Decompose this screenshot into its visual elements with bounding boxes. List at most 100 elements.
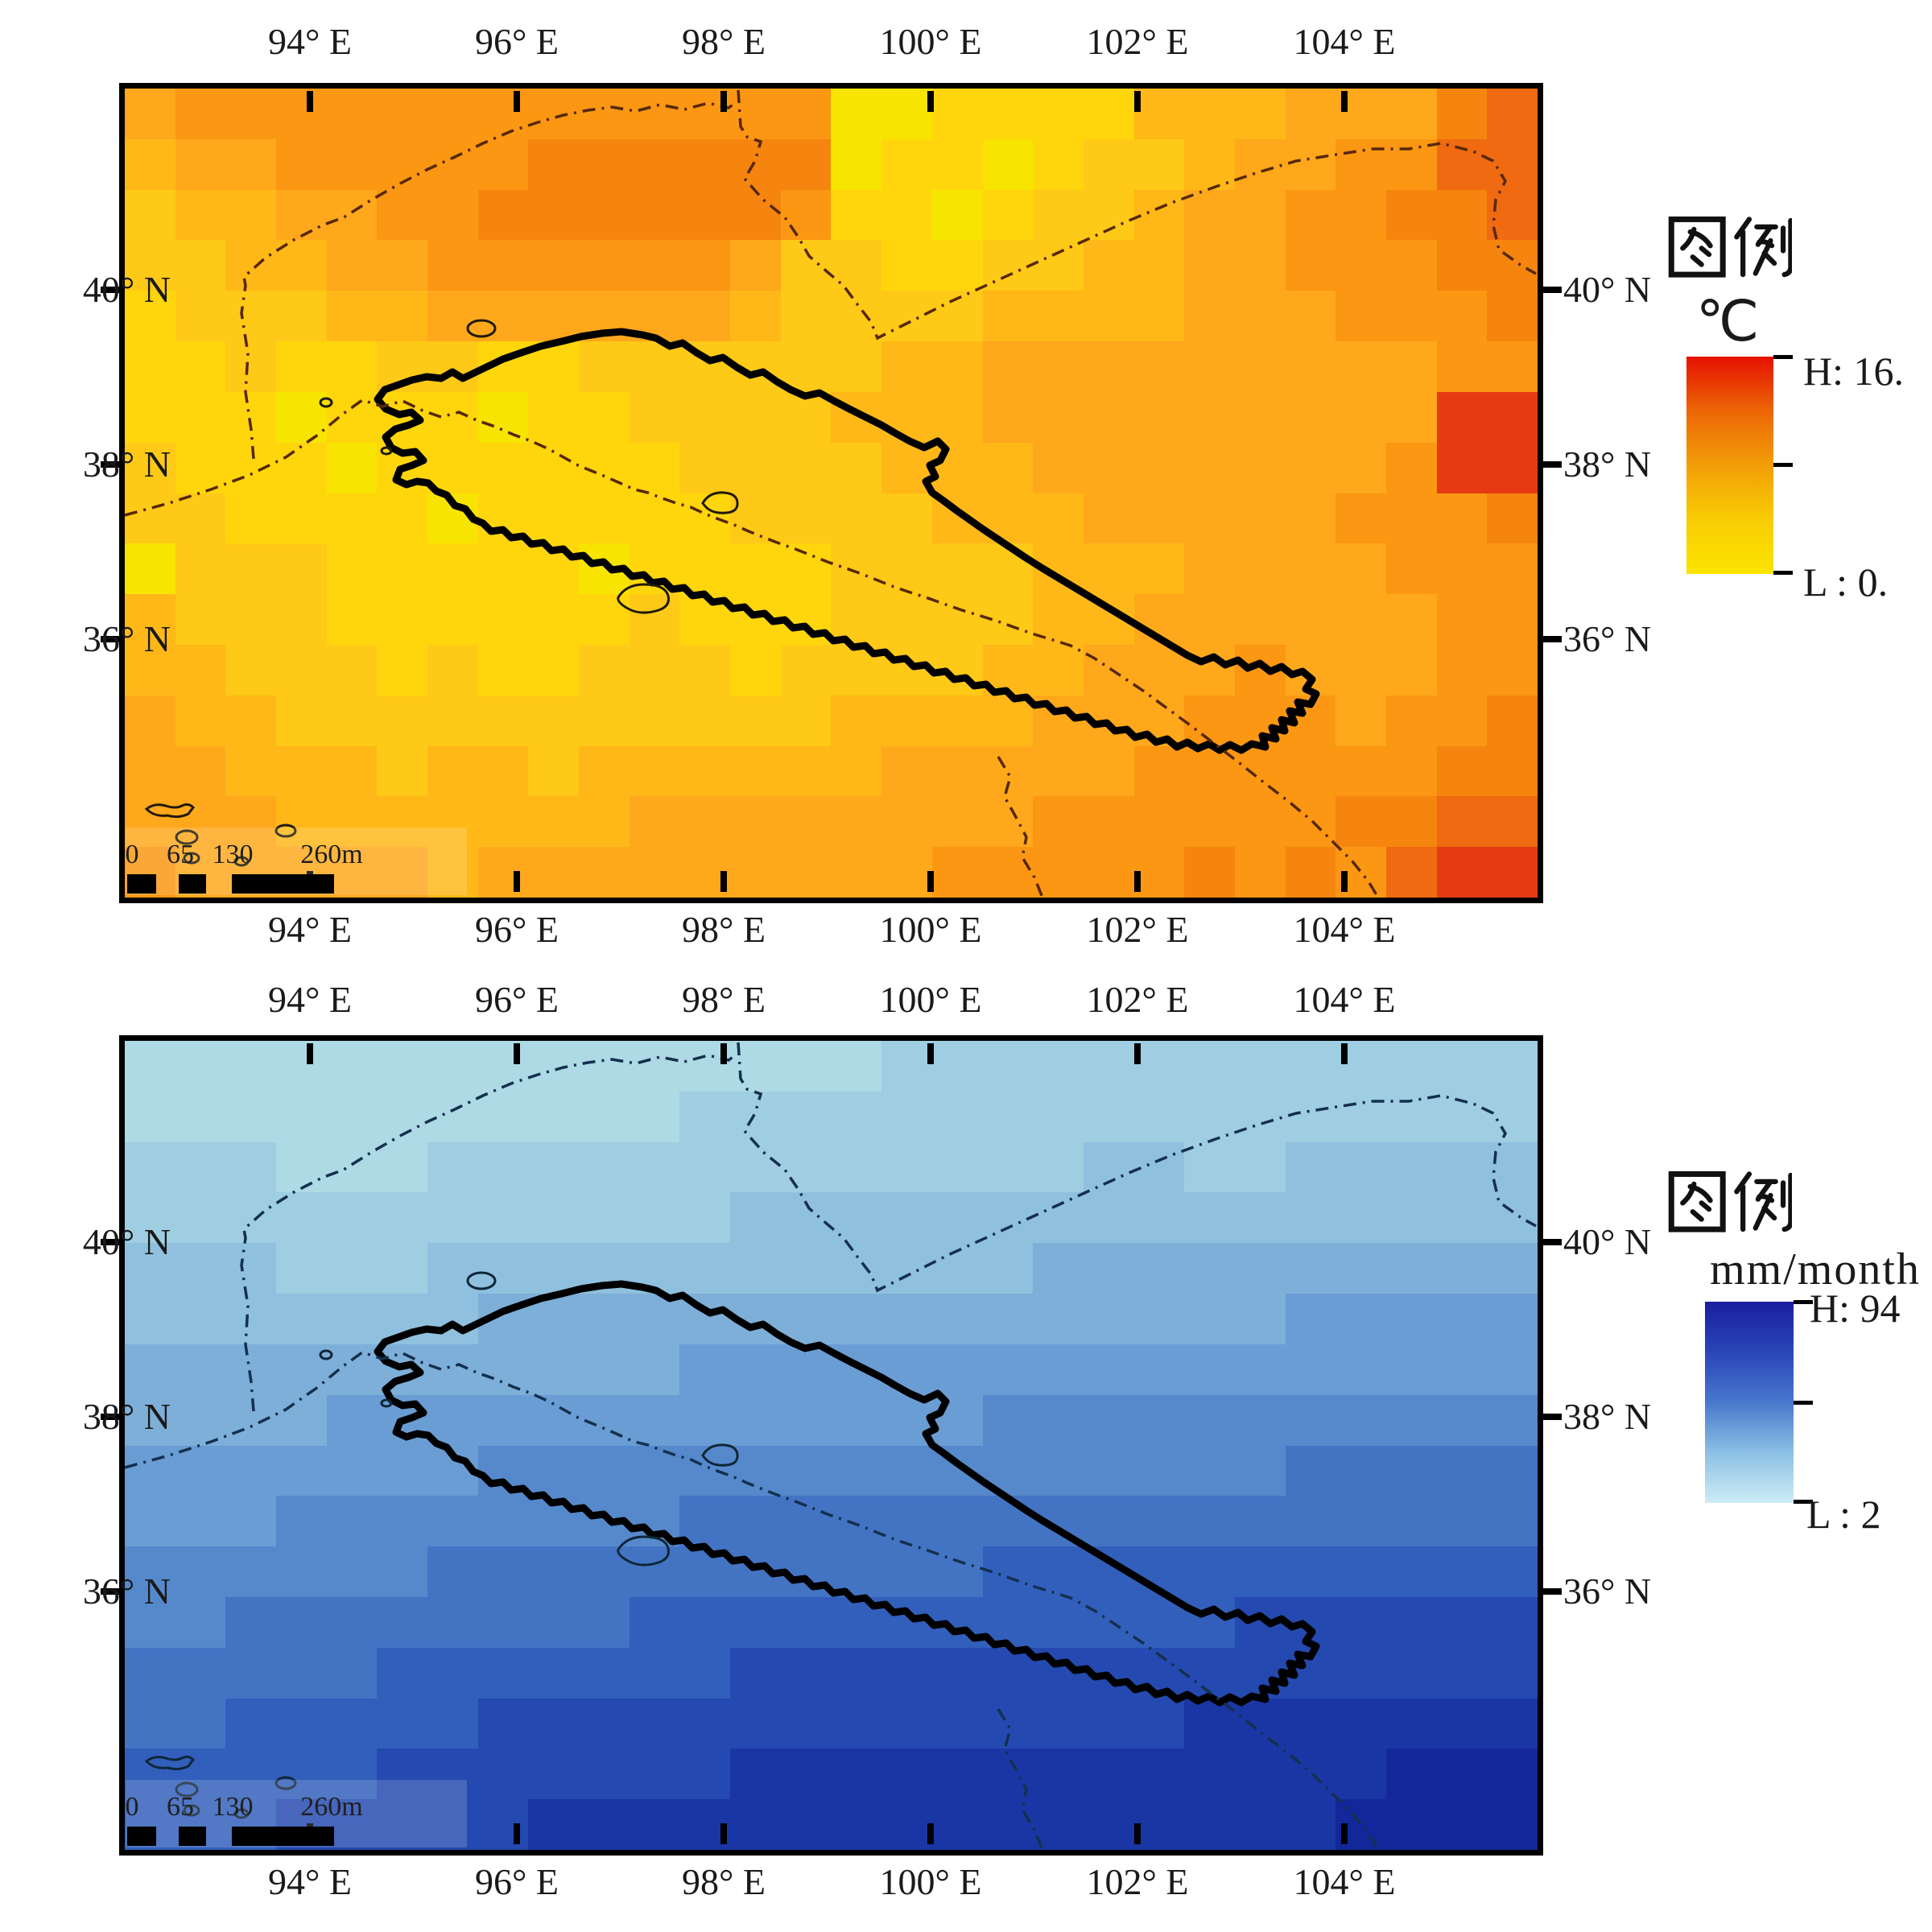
raster-cell — [175, 1394, 226, 1446]
legend-title-precipitation — [1666, 1162, 1794, 1244]
raster-cell — [477, 1294, 529, 1344]
raster-cell — [276, 189, 327, 241]
raster-cell — [579, 1091, 630, 1142]
raster-cell — [831, 543, 882, 595]
raster-cell — [579, 1799, 630, 1850]
raster-cell — [629, 1546, 680, 1597]
raster-cell — [730, 1799, 781, 1850]
lon-label-top-5: 104° E — [1293, 21, 1396, 62]
raster-cell — [528, 1596, 580, 1648]
raster-cell — [427, 1799, 478, 1850]
raster-cell — [225, 493, 277, 544]
raster-cell — [427, 594, 478, 645]
raster-cell — [1184, 341, 1235, 392]
raster-cell — [780, 847, 832, 898]
lon-label-top-5: 104° E — [1293, 979, 1396, 1020]
raster-cell — [1385, 1496, 1437, 1547]
raster-cell — [276, 644, 327, 696]
raster-cell — [629, 1192, 680, 1244]
raster-cell — [377, 543, 428, 595]
raster-cell — [326, 1243, 378, 1294]
raster-cell — [1436, 1698, 1488, 1749]
raster-cell — [528, 240, 580, 291]
raster-cell — [528, 1041, 580, 1092]
raster-cell — [276, 745, 327, 797]
raster-cell — [1335, 391, 1386, 443]
raster-cell — [1436, 291, 1488, 342]
raster-cell — [629, 1041, 680, 1092]
raster-cell — [1335, 189, 1386, 241]
raster-cell — [1285, 847, 1336, 898]
raster-cell — [629, 745, 680, 797]
raster-cell — [982, 847, 1034, 898]
raster-cell — [477, 1243, 529, 1294]
raster-cell — [427, 1041, 478, 1092]
raster-cell — [982, 1496, 1034, 1547]
raster-cell — [528, 1344, 580, 1395]
raster-cell — [579, 847, 630, 898]
raster-cell — [1285, 1647, 1336, 1699]
raster-cell — [931, 442, 983, 493]
raster-cell — [1234, 1496, 1286, 1547]
raster-cell — [1033, 594, 1084, 645]
raster-cell — [1033, 543, 1084, 595]
raster-cell — [225, 594, 277, 645]
raster-cell — [1083, 1344, 1134, 1395]
raster-cell — [276, 138, 327, 190]
raster-cell — [931, 1596, 983, 1648]
raster-cell — [1335, 594, 1386, 645]
raster-cell — [125, 189, 175, 241]
raster-cell — [1487, 1748, 1538, 1800]
raster-cell — [326, 1698, 378, 1749]
raster-cell — [1385, 493, 1437, 544]
raster-cell — [982, 341, 1034, 392]
raster-cell — [1285, 138, 1336, 190]
raster-cell — [1234, 493, 1286, 544]
raster-cell — [1436, 1647, 1488, 1699]
raster-cell — [427, 1496, 478, 1547]
raster-cell — [1436, 695, 1488, 746]
raster-cell — [276, 1748, 327, 1800]
lat-label-right-2: 36° N — [1563, 618, 1652, 659]
raster-cell — [1285, 1192, 1336, 1244]
raster-cell — [326, 1596, 378, 1648]
raster-cell — [175, 1192, 226, 1244]
raster-cell — [730, 189, 781, 241]
raster-cell — [175, 644, 226, 696]
raster-cell — [629, 391, 680, 443]
raster-cell — [477, 745, 529, 797]
raster-cell — [931, 1141, 983, 1193]
raster-cell — [276, 1294, 327, 1344]
raster-cell — [477, 1445, 529, 1496]
raster-cell — [1436, 1192, 1488, 1244]
raster-cell — [225, 1344, 277, 1395]
raster-cell — [982, 1344, 1034, 1395]
raster-cell — [1285, 493, 1336, 544]
raster-cell — [125, 1647, 175, 1699]
raster-cell — [881, 543, 932, 595]
raster-cell — [679, 442, 731, 493]
raster-cell — [982, 1243, 1034, 1294]
raster-cell — [881, 1748, 932, 1800]
raster-cell — [377, 1394, 428, 1446]
raster-cell — [1436, 543, 1488, 595]
raster-cell — [629, 1748, 680, 1800]
raster-cell — [1184, 745, 1235, 797]
raster-cell — [780, 644, 832, 696]
raster-cell — [377, 695, 428, 746]
raster-cell — [780, 391, 832, 443]
lat-label-left-2: 36° N — [82, 618, 171, 659]
raster-cell — [1234, 543, 1286, 595]
raster-cell — [1234, 847, 1286, 898]
raster-cell — [1184, 291, 1235, 342]
raster-cell — [982, 1394, 1034, 1446]
raster-cell — [1385, 1445, 1437, 1496]
raster-cell — [477, 442, 529, 493]
raster-cell — [931, 89, 983, 139]
raster-cell — [579, 1243, 630, 1294]
raster-cell — [831, 1243, 882, 1294]
raster-cell — [931, 745, 983, 797]
raster-cell — [1285, 1394, 1336, 1446]
raster-cell — [982, 391, 1034, 443]
raster-cell — [1083, 291, 1134, 342]
